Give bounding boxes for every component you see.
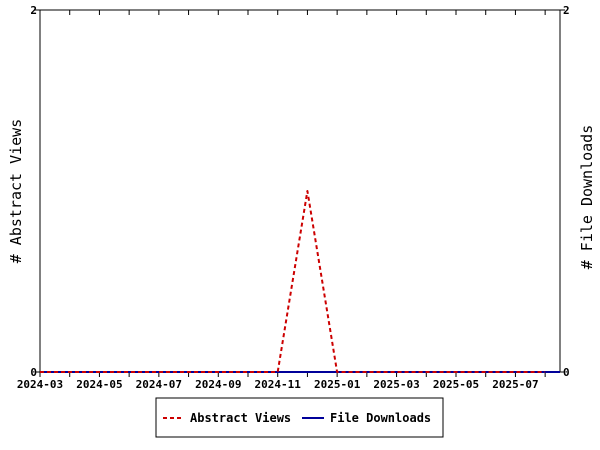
x-tick-label-2024-03: 2024-03 <box>17 378 63 391</box>
left-y-axis-title: # Abstract Views <box>7 119 25 264</box>
left-y-tick-label-2: 2 <box>30 4 37 17</box>
x-tick-label-2025-05: 2025-05 <box>433 378 479 391</box>
series-layer <box>40 190 560 373</box>
x-tick-label-2025-03: 2025-03 <box>373 378 419 391</box>
legend-box <box>155 397 444 438</box>
series-line-abstract-views <box>40 190 546 373</box>
x-tick-label-2024-09: 2024-09 <box>195 378 241 391</box>
legend-label-abstract-views: Abstract Views <box>190 411 291 425</box>
legend-label-file-downloads: File Downloads <box>330 411 431 425</box>
plot-area <box>39 9 561 373</box>
right-y-axis: 02 <box>560 4 570 379</box>
legend: Abstract Views File Downloads <box>155 397 444 438</box>
x-tick-label-2025-07: 2025-07 <box>492 378 538 391</box>
left-y-tick-label-0: 0 <box>30 366 37 379</box>
x-tick-label-2024-11: 2024-11 <box>255 378 302 391</box>
x-tick-label-2025-01: 2025-01 <box>314 378 361 391</box>
x-tick-label-2024-07: 2024-07 <box>136 378 182 391</box>
x-axis-ticks <box>39 10 546 377</box>
right-y-tick-label-0: 0 <box>563 366 570 379</box>
x-axis-tick-labels: 2024-03 2024-05 2024-07 2024-09 2024-11 2025-… <box>17 378 539 391</box>
x-tick-label-2024-05: 2024-05 <box>76 378 122 391</box>
right-y-axis-title: # File Downloads <box>578 125 596 270</box>
right-y-tick-label-2: 2 <box>563 4 570 17</box>
left-y-axis: 02 <box>30 4 40 379</box>
